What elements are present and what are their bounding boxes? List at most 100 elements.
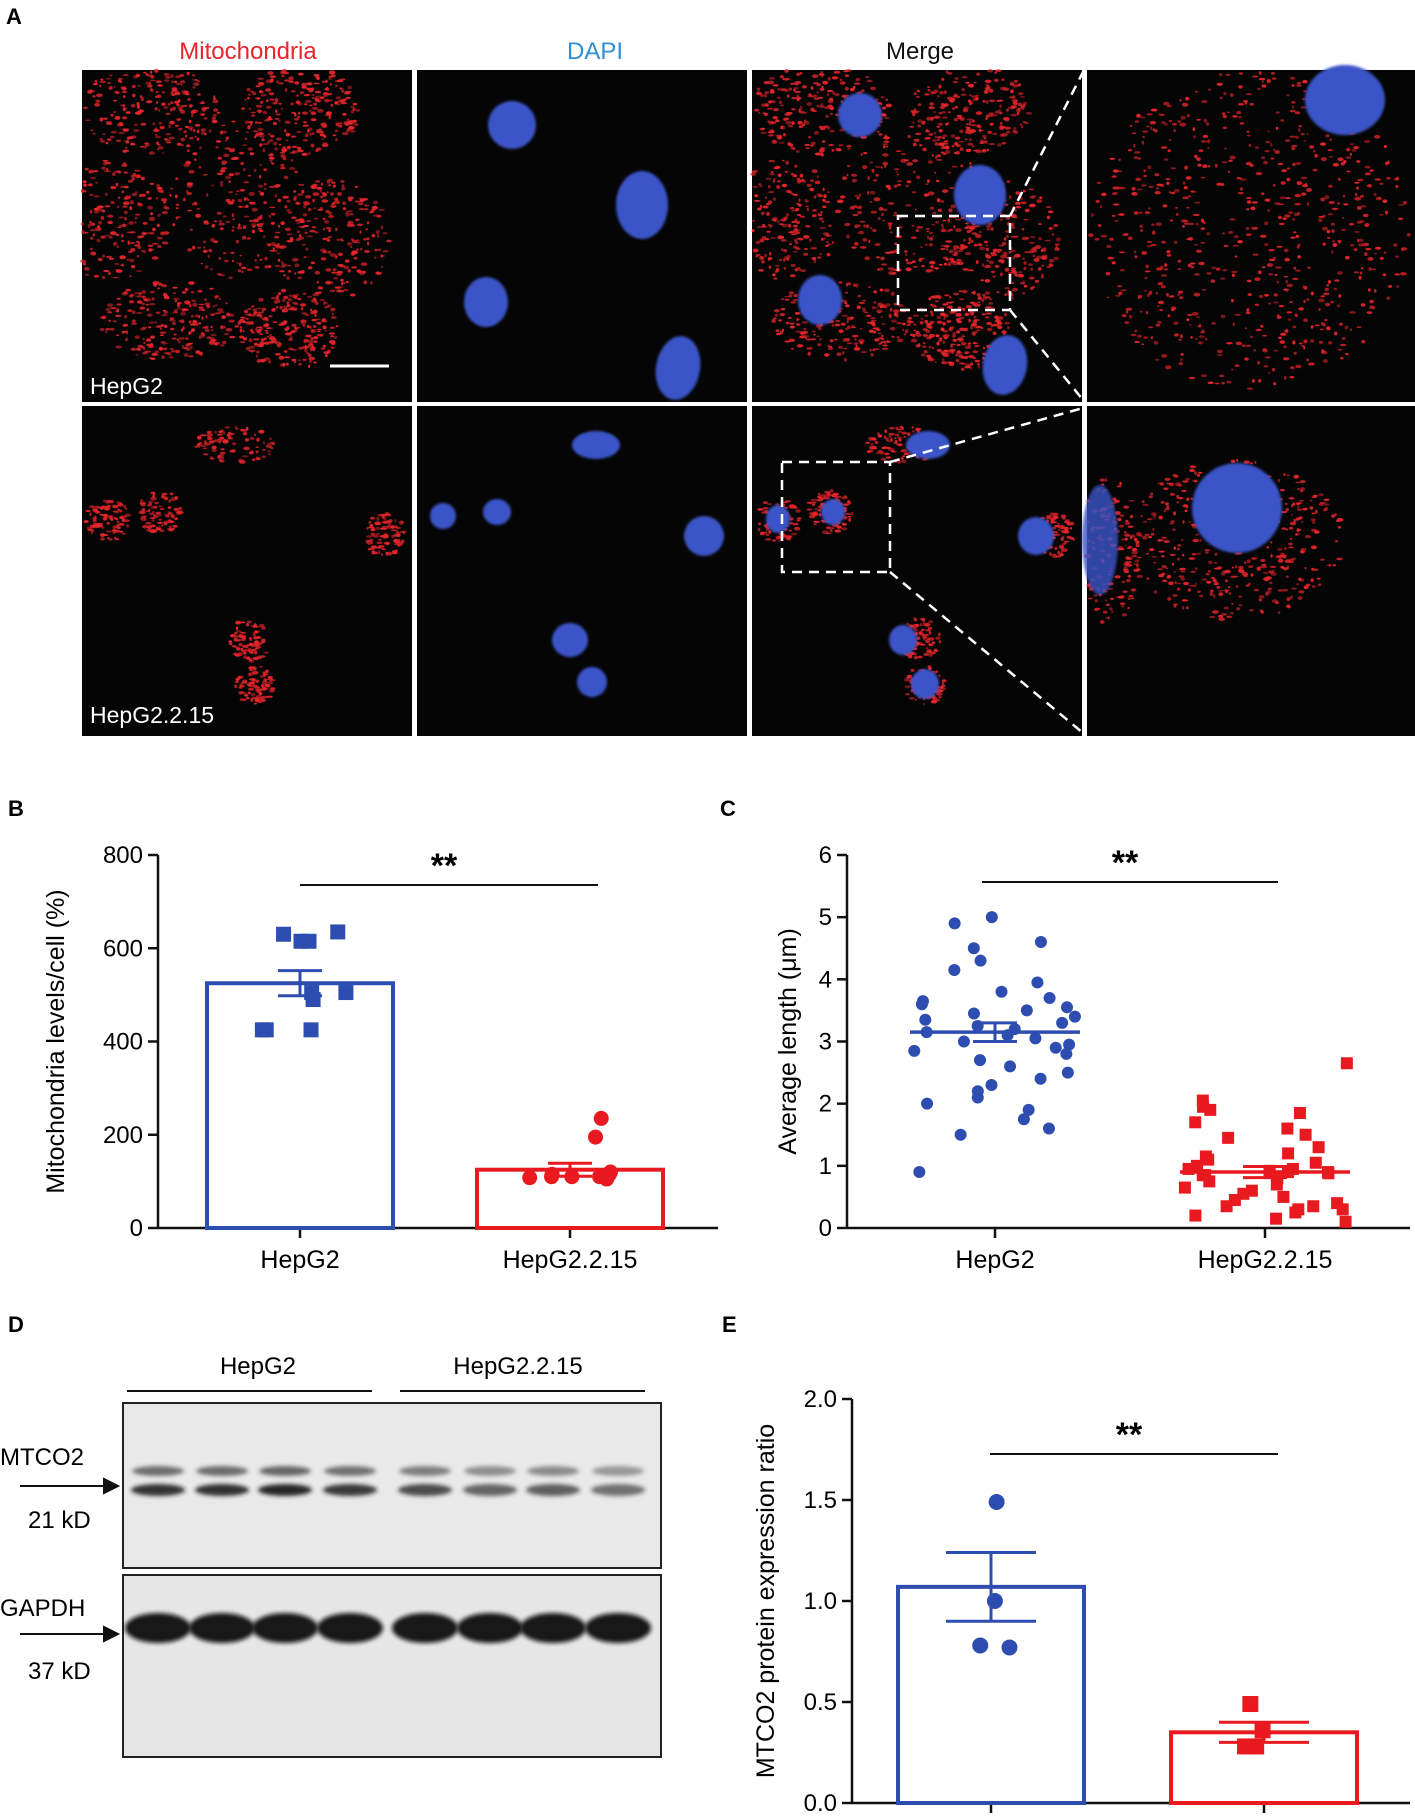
mito-speck — [1025, 111, 1033, 115]
mito-speck — [1277, 162, 1284, 165]
mito-speck — [905, 204, 912, 207]
mito-speck — [257, 343, 265, 348]
mito-speck — [218, 297, 221, 301]
mito-speck — [1180, 570, 1186, 573]
mito-speck — [1163, 123, 1169, 126]
mito-speck — [314, 271, 321, 275]
mito-speck — [130, 347, 137, 351]
mito-speck — [1172, 528, 1176, 531]
mito-speck — [206, 304, 211, 308]
mito-speck — [319, 133, 325, 137]
mito-speck — [793, 228, 799, 232]
mito-speck — [192, 319, 197, 324]
mito-speck — [1200, 176, 1206, 179]
mito-speck — [1250, 206, 1256, 211]
mito-speck — [80, 232, 88, 234]
mito-speck — [928, 653, 933, 657]
mito-speck — [959, 317, 965, 320]
mito-speck — [242, 679, 247, 682]
mito-speck — [928, 643, 934, 646]
mito-speck — [178, 340, 181, 344]
mito-speck — [139, 499, 144, 502]
mito-speck — [856, 196, 860, 200]
mito-speck — [1148, 185, 1155, 188]
mito-speck — [297, 298, 302, 301]
mito-speck — [1268, 258, 1276, 262]
mito-speck — [99, 327, 105, 332]
mito-speck — [896, 183, 902, 186]
mito-speck — [1137, 296, 1140, 299]
mito-speck — [208, 248, 213, 253]
mito-speck — [1143, 169, 1146, 173]
mito-speck — [795, 330, 801, 333]
mito-speck — [1344, 325, 1349, 330]
mito-speck — [1208, 165, 1211, 168]
mito-speck — [349, 246, 353, 248]
mito-speck — [847, 282, 851, 286]
mito-speck — [262, 342, 269, 345]
mito-speck — [758, 183, 762, 186]
mito-speck — [163, 205, 168, 210]
mito-speck — [1109, 157, 1115, 160]
mito-speck — [936, 154, 942, 158]
mito-speck — [297, 359, 301, 362]
mito-speck — [851, 246, 857, 249]
mito-speck — [816, 175, 819, 178]
mito-speck — [155, 91, 159, 93]
mito-speck — [147, 500, 154, 503]
mito-speck — [977, 243, 983, 247]
mito-speck — [946, 320, 952, 323]
mito-speck — [282, 309, 285, 313]
mito-speck — [960, 341, 967, 346]
mito-speck — [1202, 134, 1209, 138]
mito-speck — [316, 186, 323, 190]
mito-speck — [889, 231, 893, 234]
mito-speck — [1297, 212, 1300, 215]
mito-speck — [346, 127, 351, 131]
mito-speck — [1010, 235, 1016, 238]
mito-speck — [163, 73, 170, 76]
mito-speck — [985, 114, 991, 118]
mito-speck — [1054, 524, 1060, 528]
mito-speck — [1155, 187, 1159, 190]
mito-speck — [821, 85, 824, 88]
mito-speck — [1135, 178, 1139, 181]
mito-speck — [131, 322, 138, 325]
mito-speck — [1222, 269, 1228, 272]
mito-speck — [796, 517, 802, 520]
mito-speck — [1001, 78, 1005, 81]
mito-speck — [187, 248, 193, 252]
mito-speck — [284, 205, 288, 209]
mito-speck — [1330, 222, 1336, 226]
mito-speck — [222, 431, 226, 435]
mito-speck — [1358, 275, 1362, 280]
mito-speck — [194, 445, 201, 448]
mito-speck — [270, 687, 273, 690]
mito-speck — [294, 170, 298, 174]
mito-speck — [927, 650, 935, 655]
mito-speck — [279, 151, 286, 154]
mito-speck — [929, 326, 933, 330]
mito-speck — [295, 219, 298, 222]
mito-speck — [1291, 147, 1296, 150]
mito-speck — [930, 303, 933, 306]
mito-speck — [243, 181, 249, 184]
mito-speck — [834, 323, 841, 327]
mito-speck — [883, 288, 890, 293]
mito-speck — [976, 73, 980, 76]
mito-speck — [1332, 163, 1340, 167]
mito-speck — [204, 325, 209, 329]
mito-speck — [882, 344, 889, 347]
mito-speck — [760, 93, 763, 98]
mito-speck — [969, 366, 972, 370]
mito-speck — [785, 160, 790, 165]
mito-speck — [130, 135, 137, 139]
mito-speck — [1397, 217, 1404, 220]
mito-speck — [337, 263, 344, 267]
mito-speck — [1345, 255, 1350, 260]
mito-speck — [301, 312, 308, 315]
mito-speck — [1115, 294, 1121, 297]
mito-speck — [1402, 201, 1407, 205]
mito-speck — [282, 274, 287, 277]
mito-speck — [936, 116, 941, 119]
